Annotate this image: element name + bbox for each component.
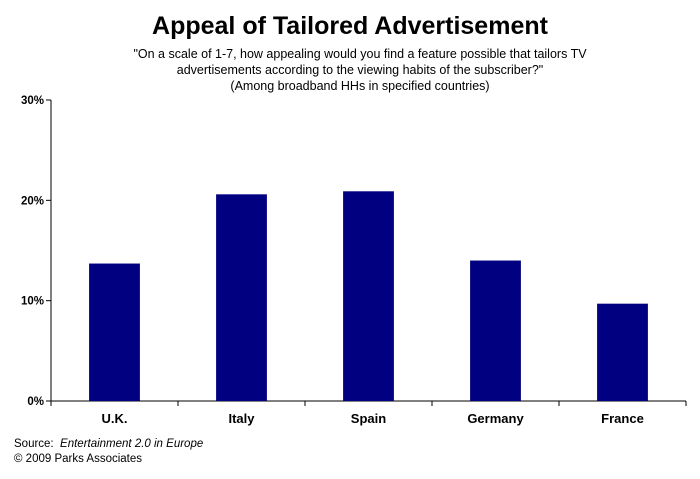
subtitle-line-3: (Among broadband HHs in specified countr… <box>230 79 490 93</box>
source-label: Source: <box>14 438 54 450</box>
x-tick-label: U.K. <box>102 411 128 426</box>
bar-france <box>597 303 648 401</box>
y-axis: 0% 10% 20% 30% <box>21 95 52 408</box>
chart-subtitle: "On a scale of 1-7, how appealing would … <box>100 46 620 94</box>
bar-spain <box>343 191 394 401</box>
bars <box>89 191 648 401</box>
subtitle-line-1: "On a scale of 1-7, how appealing would … <box>133 47 587 61</box>
source-note: Source: Entertainment 2.0 in Europe © 20… <box>14 437 203 467</box>
bar-uk <box>89 263 140 401</box>
y-tick-label: 20% <box>21 195 44 207</box>
y-tick-label: 30% <box>21 95 44 107</box>
bar-italy <box>216 194 267 401</box>
copyright: © 2009 Parks Associates <box>14 453 143 465</box>
source-title: Entertainment 2.0 in Europe <box>60 438 204 450</box>
x-axis <box>50 400 687 406</box>
x-tick-label: Germany <box>467 411 524 426</box>
x-tick-label: Italy <box>228 411 255 426</box>
chart-title: Appeal of Tailored Advertisement <box>152 12 548 40</box>
x-tick-labels: U.K. Italy Spain Germany France <box>102 411 644 426</box>
x-tick-label: Spain <box>351 411 386 426</box>
bar-germany <box>470 260 521 401</box>
y-tick-label: 0% <box>27 396 44 408</box>
x-tick-label: France <box>601 411 644 426</box>
y-tick-label: 10% <box>21 296 44 308</box>
subtitle-line-2: advertisements according to the viewing … <box>176 63 544 77</box>
